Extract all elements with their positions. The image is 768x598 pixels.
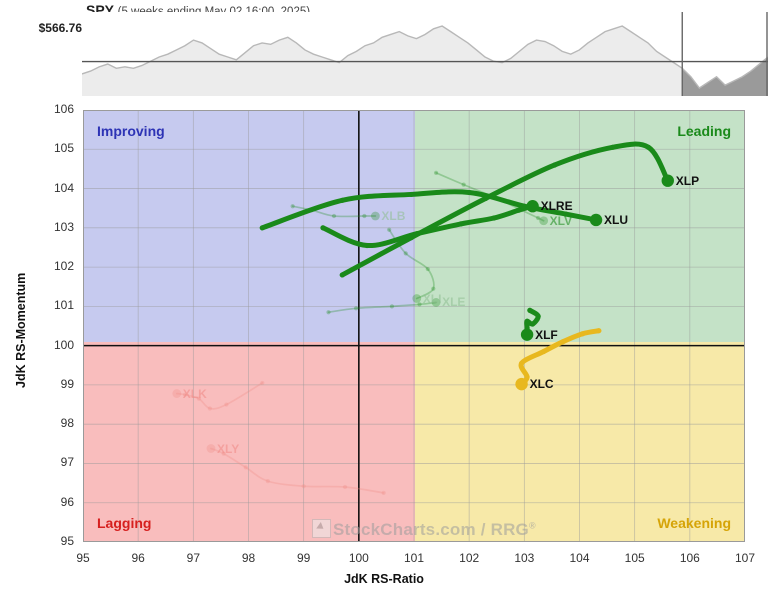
stockcharts-logo-icon: [312, 519, 331, 538]
y-axis-tick: 98: [60, 416, 74, 431]
x-axis-tick: 105: [624, 551, 645, 565]
ticker-label-xlk[interactable]: XLK: [182, 386, 207, 401]
mini-price-chart: SPY (5 weeks ending May 02 16:00, 2025) …: [0, 0, 768, 100]
price-label: $566.76: [38, 21, 82, 35]
ticker-label-xlp[interactable]: XLP: [675, 173, 700, 188]
x-axis-tick: 99: [296, 551, 311, 565]
quadrant-label-improving: Improving: [97, 123, 165, 139]
registered-mark: ®: [528, 520, 536, 531]
y-axis-tick: 100: [53, 337, 74, 352]
watermark: StockCharts.com / RRG®: [312, 519, 536, 540]
x-axis-tick: 98: [241, 551, 256, 565]
ticker-label-xlf[interactable]: XLF: [535, 327, 558, 342]
plot-gridlines: [83, 110, 745, 542]
y-axis-tick: 95: [60, 534, 74, 548]
x-axis-tick: 95: [76, 551, 90, 565]
ticker-label-xlu[interactable]: XLU: [604, 212, 629, 227]
rrg-plot-area: Improving Leading Lagging Weakening XLP X…: [83, 110, 745, 542]
quadrant-label-lagging: Lagging: [97, 515, 152, 531]
quadrant-label-weakening: Weakening: [657, 515, 731, 531]
x-axis-tick: 107: [734, 551, 756, 565]
x-axis-tick: 97: [186, 551, 200, 565]
watermark-text: StockCharts.com / RRG: [333, 520, 529, 539]
y-axis-tick: 96: [60, 494, 74, 509]
y-axis-tick: 101: [53, 298, 74, 313]
x-axis-title: JdK RS-Ratio: [344, 572, 424, 586]
x-axis-tick: 104: [569, 551, 590, 565]
y-axis-title: JdK RS-Momentum: [14, 272, 28, 388]
y-axis-tick: 102: [53, 259, 74, 274]
x-axis-tick: 96: [131, 551, 145, 565]
ticker-label-xlc[interactable]: XLC: [529, 377, 554, 392]
y-axis-tick: 104: [53, 180, 74, 195]
x-axis-tick: 100: [348, 551, 369, 565]
mini-price-sparkline: [82, 12, 768, 96]
quadrant-label-leading: Leading: [677, 123, 731, 139]
y-axis-tick: 103: [53, 219, 74, 234]
ticker-label-xle[interactable]: XLE: [442, 295, 466, 310]
y-axis-tick: 97: [60, 455, 74, 470]
x-axis-tick: 106: [679, 551, 700, 565]
ticker-label-xlv[interactable]: XLV: [549, 213, 573, 228]
y-axis-tick: 106: [53, 102, 74, 116]
ticker-label-xli[interactable]: XLI: [422, 291, 442, 306]
ticker-trails: [172, 141, 674, 496]
x-axis-tick: 101: [403, 551, 425, 565]
y-axis-tick: 99: [60, 376, 74, 391]
ticker-label-xlb[interactable]: XLB: [381, 209, 406, 224]
ticker-label-xlre[interactable]: XLRE: [540, 199, 573, 214]
y-axis-tick: 105: [53, 141, 74, 156]
x-axis-tick: 103: [514, 551, 535, 565]
x-axis-tick: 102: [459, 551, 480, 565]
ticker-label-xly[interactable]: XLY: [216, 441, 240, 456]
